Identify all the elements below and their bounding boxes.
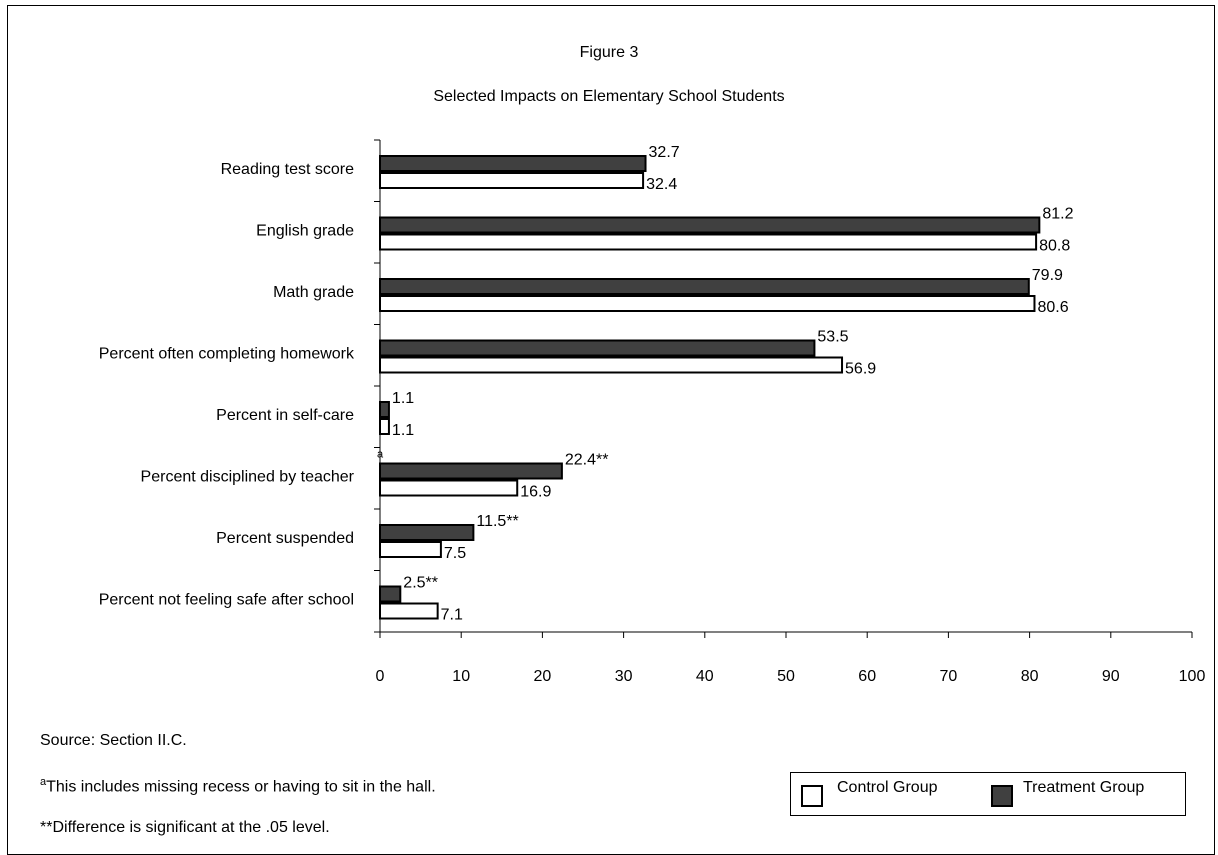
bar-control <box>379 541 442 558</box>
category-label: English grade <box>256 222 354 239</box>
bar-control <box>379 233 1038 251</box>
x-tick-label: 80 <box>1021 668 1039 685</box>
x-tick-label: 50 <box>777 668 795 685</box>
bar-treatment <box>379 585 402 603</box>
data-label-treatment: 2.5** <box>403 575 438 592</box>
bar-treatment <box>379 401 390 418</box>
category-label: Math grade <box>273 284 354 301</box>
data-label-treatment: 1.1 <box>392 390 414 407</box>
data-label-control: 56.9 <box>845 361 876 378</box>
data-label-control: 16.9 <box>520 484 551 501</box>
data-label-treatment: 11.5** <box>476 513 518 530</box>
bar-treatment <box>379 278 1030 295</box>
bar-control <box>379 172 645 189</box>
data-label-control: 7.1 <box>441 607 463 624</box>
data-label-control: 7.5 <box>444 545 466 562</box>
bar-treatment <box>379 462 563 480</box>
x-tick-label: 0 <box>376 668 385 685</box>
data-label-treatment: 81.2 <box>1042 206 1073 223</box>
x-tick-label: 10 <box>452 668 470 685</box>
bar-control <box>379 295 1036 312</box>
data-label-treatment: 79.9 <box>1032 267 1063 284</box>
bar-control <box>379 602 439 620</box>
legend: Control Group Treatment Group <box>790 772 1186 816</box>
data-label-control: 1.1 <box>392 422 414 439</box>
x-tick-label: 90 <box>1102 668 1120 685</box>
data-label-treatment: 53.5 <box>817 329 848 346</box>
bar-treatment <box>379 216 1041 234</box>
x-tick-label: 100 <box>1179 668 1206 685</box>
data-label-treatment: 22.4** <box>565 452 609 469</box>
category-label: Percent not feeling safe after school <box>99 591 354 608</box>
category-label: Percent disciplined by teacher <box>141 468 355 485</box>
category-label: Percent suspended <box>216 530 354 547</box>
bar-treatment <box>379 339 816 357</box>
figure-subtitle: Selected Impacts on Elementary School St… <box>433 88 785 105</box>
x-tick-label: 40 <box>696 668 714 685</box>
legend-swatch-control <box>801 785 823 807</box>
footnote-a-text: This includes missing recess or having t… <box>46 778 436 796</box>
data-label-control: 80.8 <box>1039 238 1070 255</box>
bar-treatment <box>379 155 647 172</box>
category-label: Percent often completing homework <box>99 345 355 362</box>
figure-title: Figure 3 <box>579 44 639 61</box>
legend-swatch-treatment <box>991 785 1013 807</box>
bar-treatment <box>379 524 475 541</box>
x-tick-label: 20 <box>534 668 552 685</box>
footnote-significance: **Difference is significant at the .05 l… <box>40 819 330 836</box>
category-label: Percent in self-care <box>216 407 354 424</box>
footnote-a: aThis includes missing recess or having … <box>40 776 436 796</box>
bar-control <box>379 479 519 497</box>
data-label-control: 32.4 <box>646 176 677 193</box>
x-tick-label: 30 <box>615 668 633 685</box>
data-label-treatment: 32.7 <box>649 144 680 161</box>
x-tick-label: 60 <box>858 668 876 685</box>
footnote-a-marker: a <box>40 776 47 788</box>
category-label: Reading test score <box>221 161 355 178</box>
legend-label-control: Control Group <box>837 779 938 796</box>
x-tick-label: 70 <box>940 668 958 685</box>
data-label-control: 80.6 <box>1037 299 1068 316</box>
category-footnote-marker: a <box>377 449 384 461</box>
bar-control <box>379 356 844 374</box>
bar-control <box>379 418 390 435</box>
legend-label-treatment: Treatment Group <box>1023 779 1145 796</box>
source-note: Source: Section II.C. <box>40 732 187 749</box>
